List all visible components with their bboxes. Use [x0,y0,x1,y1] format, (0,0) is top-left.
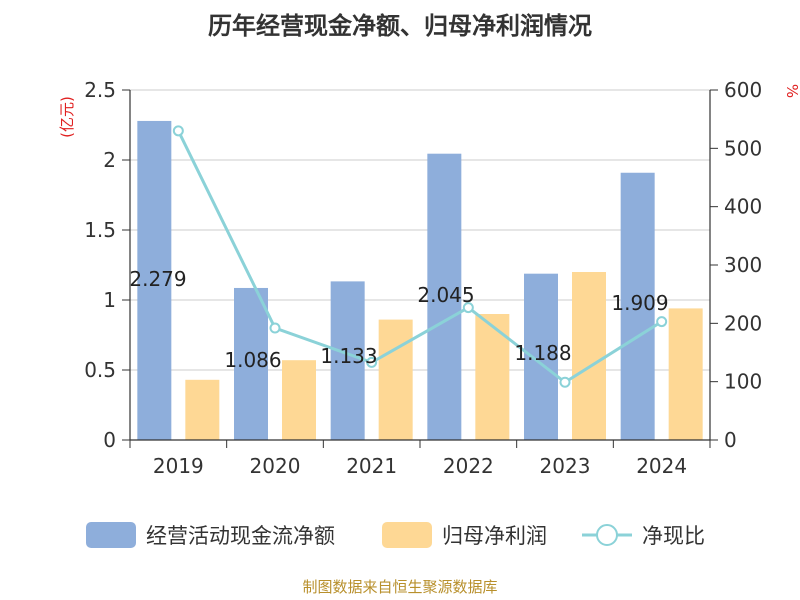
x-axis-tick-label: 2019 [153,454,204,478]
bar-netprofit [668,308,703,440]
right-axis-unit-label: % [783,84,800,98]
ratio-point [172,125,184,137]
left-axis-tick-label: 0 [103,428,116,452]
right-axis-tick-label: 400 [724,195,762,219]
right-axis-tick-label: 500 [724,136,762,160]
legend-swatch [382,522,432,548]
right-axis-tick-label: 200 [724,311,762,335]
left-axis-unit-label: (亿元) [58,96,76,138]
data-label: 1.188 [514,341,571,365]
ratio-line [176,130,663,385]
bar-netprofit [475,314,510,440]
left-axis-tick-label: 1.5 [84,218,116,242]
left-axis-tick-label: 0.5 [84,358,116,382]
ratio-point [462,302,474,314]
bar-cashflow [427,153,462,440]
bar-netprofit [282,360,316,440]
bar-cashflow [330,281,365,440]
x-axis-tick-label: 2022 [443,454,494,478]
bar-netprofit [185,379,220,440]
ratio-point [656,316,668,328]
bar-cashflow [137,120,172,440]
x-axis-tick-label: 2023 [540,454,591,478]
ratio-point [559,376,571,388]
legend-marker [596,524,618,546]
bar-cashflow [234,287,268,440]
legend-label: 经营活动现金流净额 [146,524,335,548]
right-axis-tick-label: 100 [724,370,762,394]
data-label: 2.045 [417,283,474,307]
left-axis-tick-label: 2.5 [84,78,116,102]
ratio-line-group [172,125,668,388]
chart-title: 历年经营现金净额、归母净利润情况 [208,12,592,40]
legend: 经营活动现金流净额 归母净利润 净现比 [86,522,705,548]
legend-label: 净现比 [642,524,705,548]
bars-group [137,120,703,441]
axes-group: 0 0.5 1 1.5 2 2.5 0 100 200 300 400 500 600 2019 2020 2… [84,78,762,478]
right-axis-tick-label: 600 [724,78,762,102]
x-axis-tick-label: 2024 [636,454,687,478]
bar-cashflow [620,172,655,441]
left-axis-tick-label: 2 [103,148,116,172]
data-label: 1.133 [320,344,377,368]
legend-swatch [86,522,136,548]
data-label: 2.279 [129,267,186,291]
data-label: 1.909 [611,291,668,315]
legend-label: 归母净利润 [442,524,547,548]
ratio-point [366,356,378,368]
source-note: 制图数据来自恒生聚源数据库 [302,578,498,596]
x-axis-tick-label: 2021 [346,454,397,478]
bar-netprofit [378,319,413,440]
data-label: 1.086 [224,348,281,372]
left-axis-tick-label: 1 [103,288,116,312]
x-axis-tick-label: 2020 [250,454,301,478]
data-labels-group: 2.279 1.086 1.133 2.045 1.188 1.909 [129,267,668,372]
right-axis-tick-label: 0 [724,428,737,452]
ratio-point [269,322,281,334]
right-axis-tick-label: 300 [724,253,762,277]
bar-netprofit [572,272,606,440]
